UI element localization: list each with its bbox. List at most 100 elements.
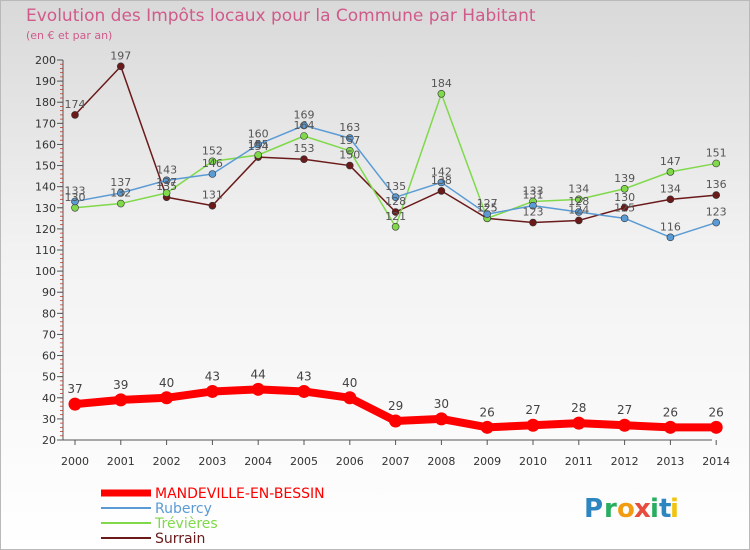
y-tick-label: 180 [35, 96, 56, 109]
data-label: 134 [660, 182, 681, 195]
data-point [254, 140, 263, 149]
data-point [162, 176, 171, 185]
data-point [251, 382, 265, 396]
data-label: 125 [614, 201, 635, 214]
data-label: 37 [67, 382, 82, 396]
data-point [434, 412, 448, 426]
data-label: 28 [571, 401, 586, 415]
data-point [114, 393, 128, 407]
data-point [437, 187, 446, 195]
y-tick-label: 90 [42, 286, 56, 299]
axes: 20 30 40 50 60 70 80 90 100 110 120 130 140 150 160 170… [35, 54, 730, 468]
data-point [117, 189, 125, 197]
x-tick-label: 2006 [336, 455, 364, 468]
data-label: 150 [339, 149, 360, 162]
data-point [666, 195, 675, 204]
legend-item: MANDEVILLE-EN-BESSIN [101, 486, 325, 502]
data-point [208, 170, 217, 178]
data-point [666, 233, 675, 242]
logo-letter: r [604, 494, 617, 524]
logo-letter: x [634, 494, 651, 524]
data-label: 132 [110, 187, 131, 200]
data-point [389, 414, 403, 428]
chart-subtitle: (en € et par an) [26, 29, 112, 42]
data-point [529, 218, 537, 227]
series-layer [68, 62, 723, 434]
data-point [300, 121, 308, 130]
logo-letter: P [584, 494, 603, 524]
data-point [483, 210, 492, 218]
data-label: 125 [477, 201, 498, 214]
data-point [345, 161, 354, 170]
data-label: 131 [523, 189, 544, 202]
data-point [300, 132, 308, 140]
data-label: 43 [205, 369, 220, 383]
data-point [618, 418, 632, 432]
legend-label: Trévières [154, 516, 218, 532]
x-tick-label: 2009 [473, 455, 501, 468]
data-point [620, 214, 629, 223]
logo-letter: i [650, 494, 659, 524]
data-point [343, 391, 357, 405]
legend-label: MANDEVILLE-EN-BESSIN [155, 486, 325, 502]
data-point [526, 418, 540, 432]
data-label: 127 [477, 197, 498, 210]
data-point [208, 201, 217, 210]
logo-letter: t [659, 494, 671, 524]
data-point [620, 184, 629, 193]
logo-letter: o [617, 494, 635, 524]
data-point [205, 384, 219, 398]
x-tick-label: 2005 [290, 455, 318, 468]
y-tick-label: 190 [35, 75, 56, 88]
data-point [391, 222, 400, 231]
legend-item: Rubercy [101, 501, 212, 517]
data-label: 137 [156, 176, 177, 189]
data-point [68, 397, 82, 411]
x-tick-label: 2012 [611, 455, 639, 468]
data-point [437, 89, 446, 98]
y-tick-label: 170 [35, 117, 56, 130]
data-point [480, 420, 494, 434]
data-point [160, 391, 174, 405]
x-tick-label: 2000 [61, 455, 89, 468]
data-label: 130 [65, 191, 86, 204]
data-point [254, 151, 263, 159]
data-label: 39 [113, 378, 128, 392]
x-tick-label: 2010 [519, 455, 547, 468]
data-point [391, 193, 400, 202]
data-label: 30 [434, 397, 449, 411]
data-label: 138 [431, 174, 452, 187]
data-label: 26 [480, 405, 495, 419]
data-label: 169 [294, 108, 315, 121]
legend-item: Trévières [101, 516, 218, 532]
data-label: 142 [431, 165, 452, 178]
data-label: 152 [202, 144, 223, 157]
data-label: 136 [706, 178, 727, 191]
data-point [297, 384, 311, 398]
data-point [71, 203, 79, 212]
y-tick-label: 150 [35, 160, 56, 173]
data-point [663, 420, 677, 434]
data-point [712, 191, 721, 199]
data-label: 26 [709, 405, 724, 419]
data-point [345, 134, 354, 142]
data-point [208, 157, 217, 166]
data-point [666, 168, 675, 176]
data-point [162, 189, 171, 197]
data-label: 121 [385, 210, 406, 223]
data-point [71, 197, 79, 206]
data-label: 137 [110, 176, 131, 189]
chart-title: Evolution des Impôts locaux pour la Comm… [26, 6, 536, 26]
data-point [117, 199, 125, 208]
y-tick-label: 140 [35, 181, 56, 194]
data-label: 157 [339, 134, 360, 147]
data-point [574, 216, 583, 225]
data-point [345, 146, 354, 155]
legend-label: Surrain [155, 531, 205, 547]
x-tick-label: 2011 [565, 455, 593, 468]
data-label: 27 [617, 403, 632, 417]
data-label: 139 [614, 172, 635, 185]
